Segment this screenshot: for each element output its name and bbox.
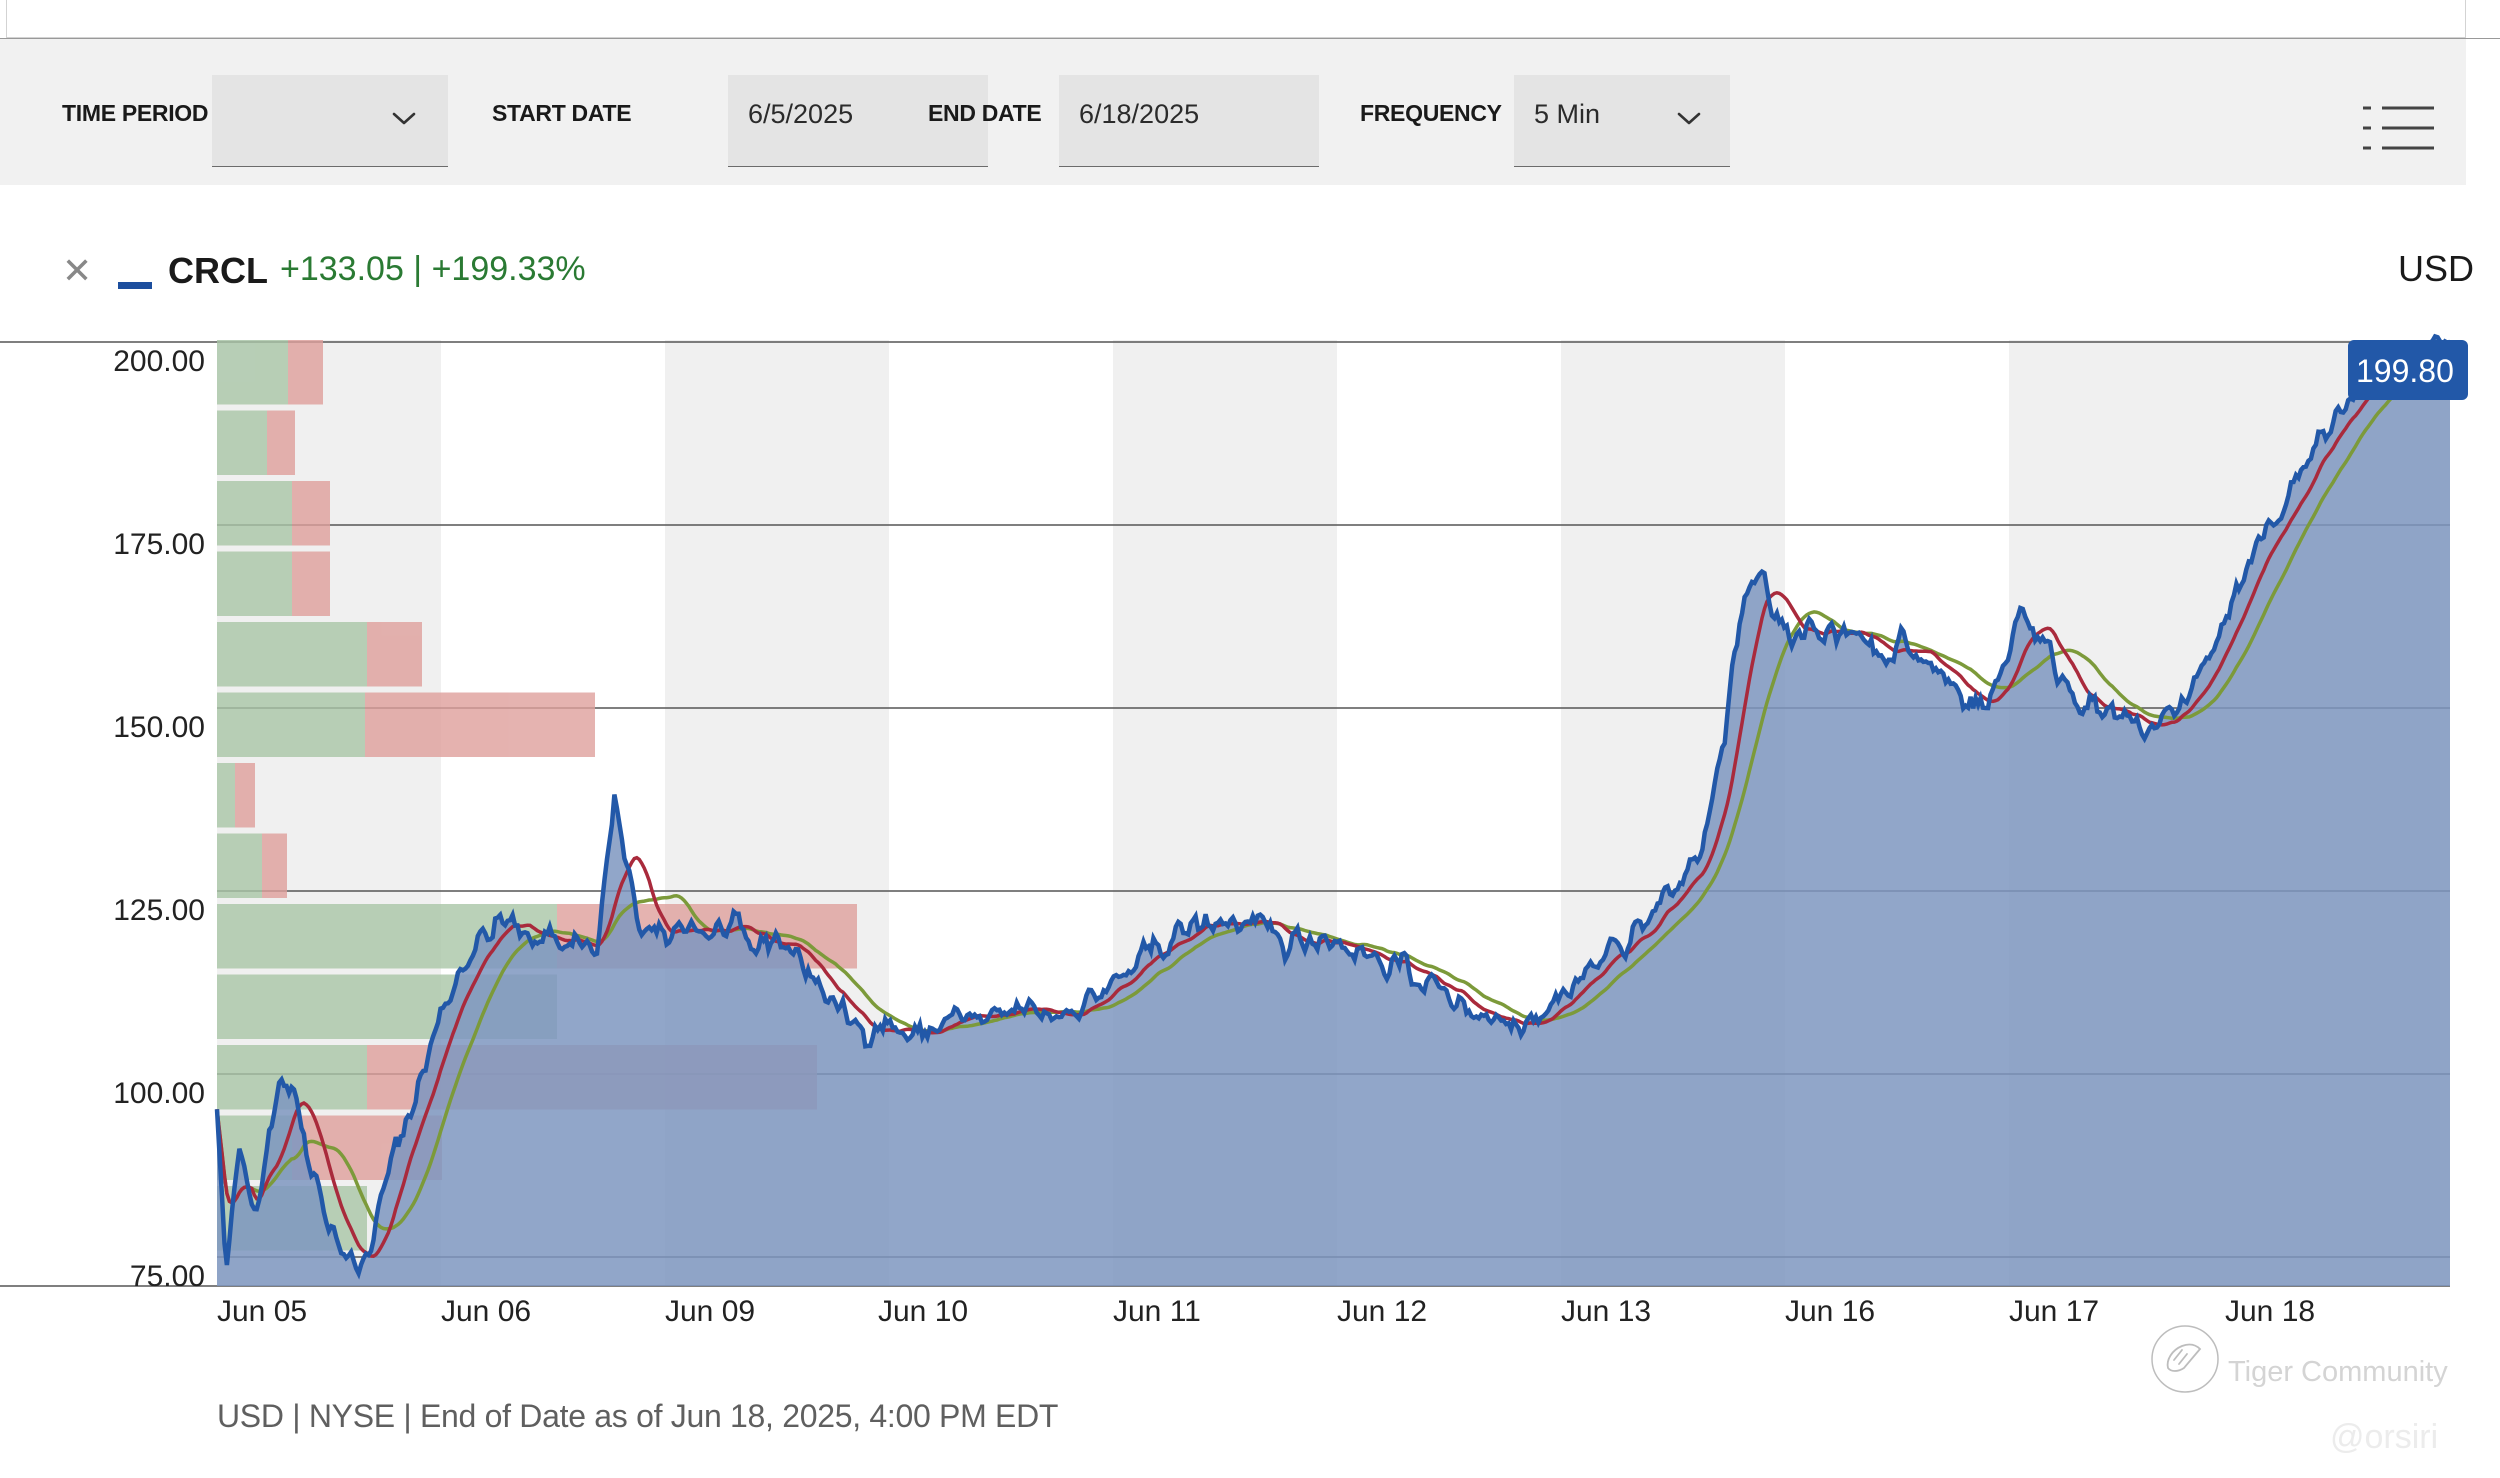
svg-text:199.80: 199.80 (2356, 353, 2454, 389)
